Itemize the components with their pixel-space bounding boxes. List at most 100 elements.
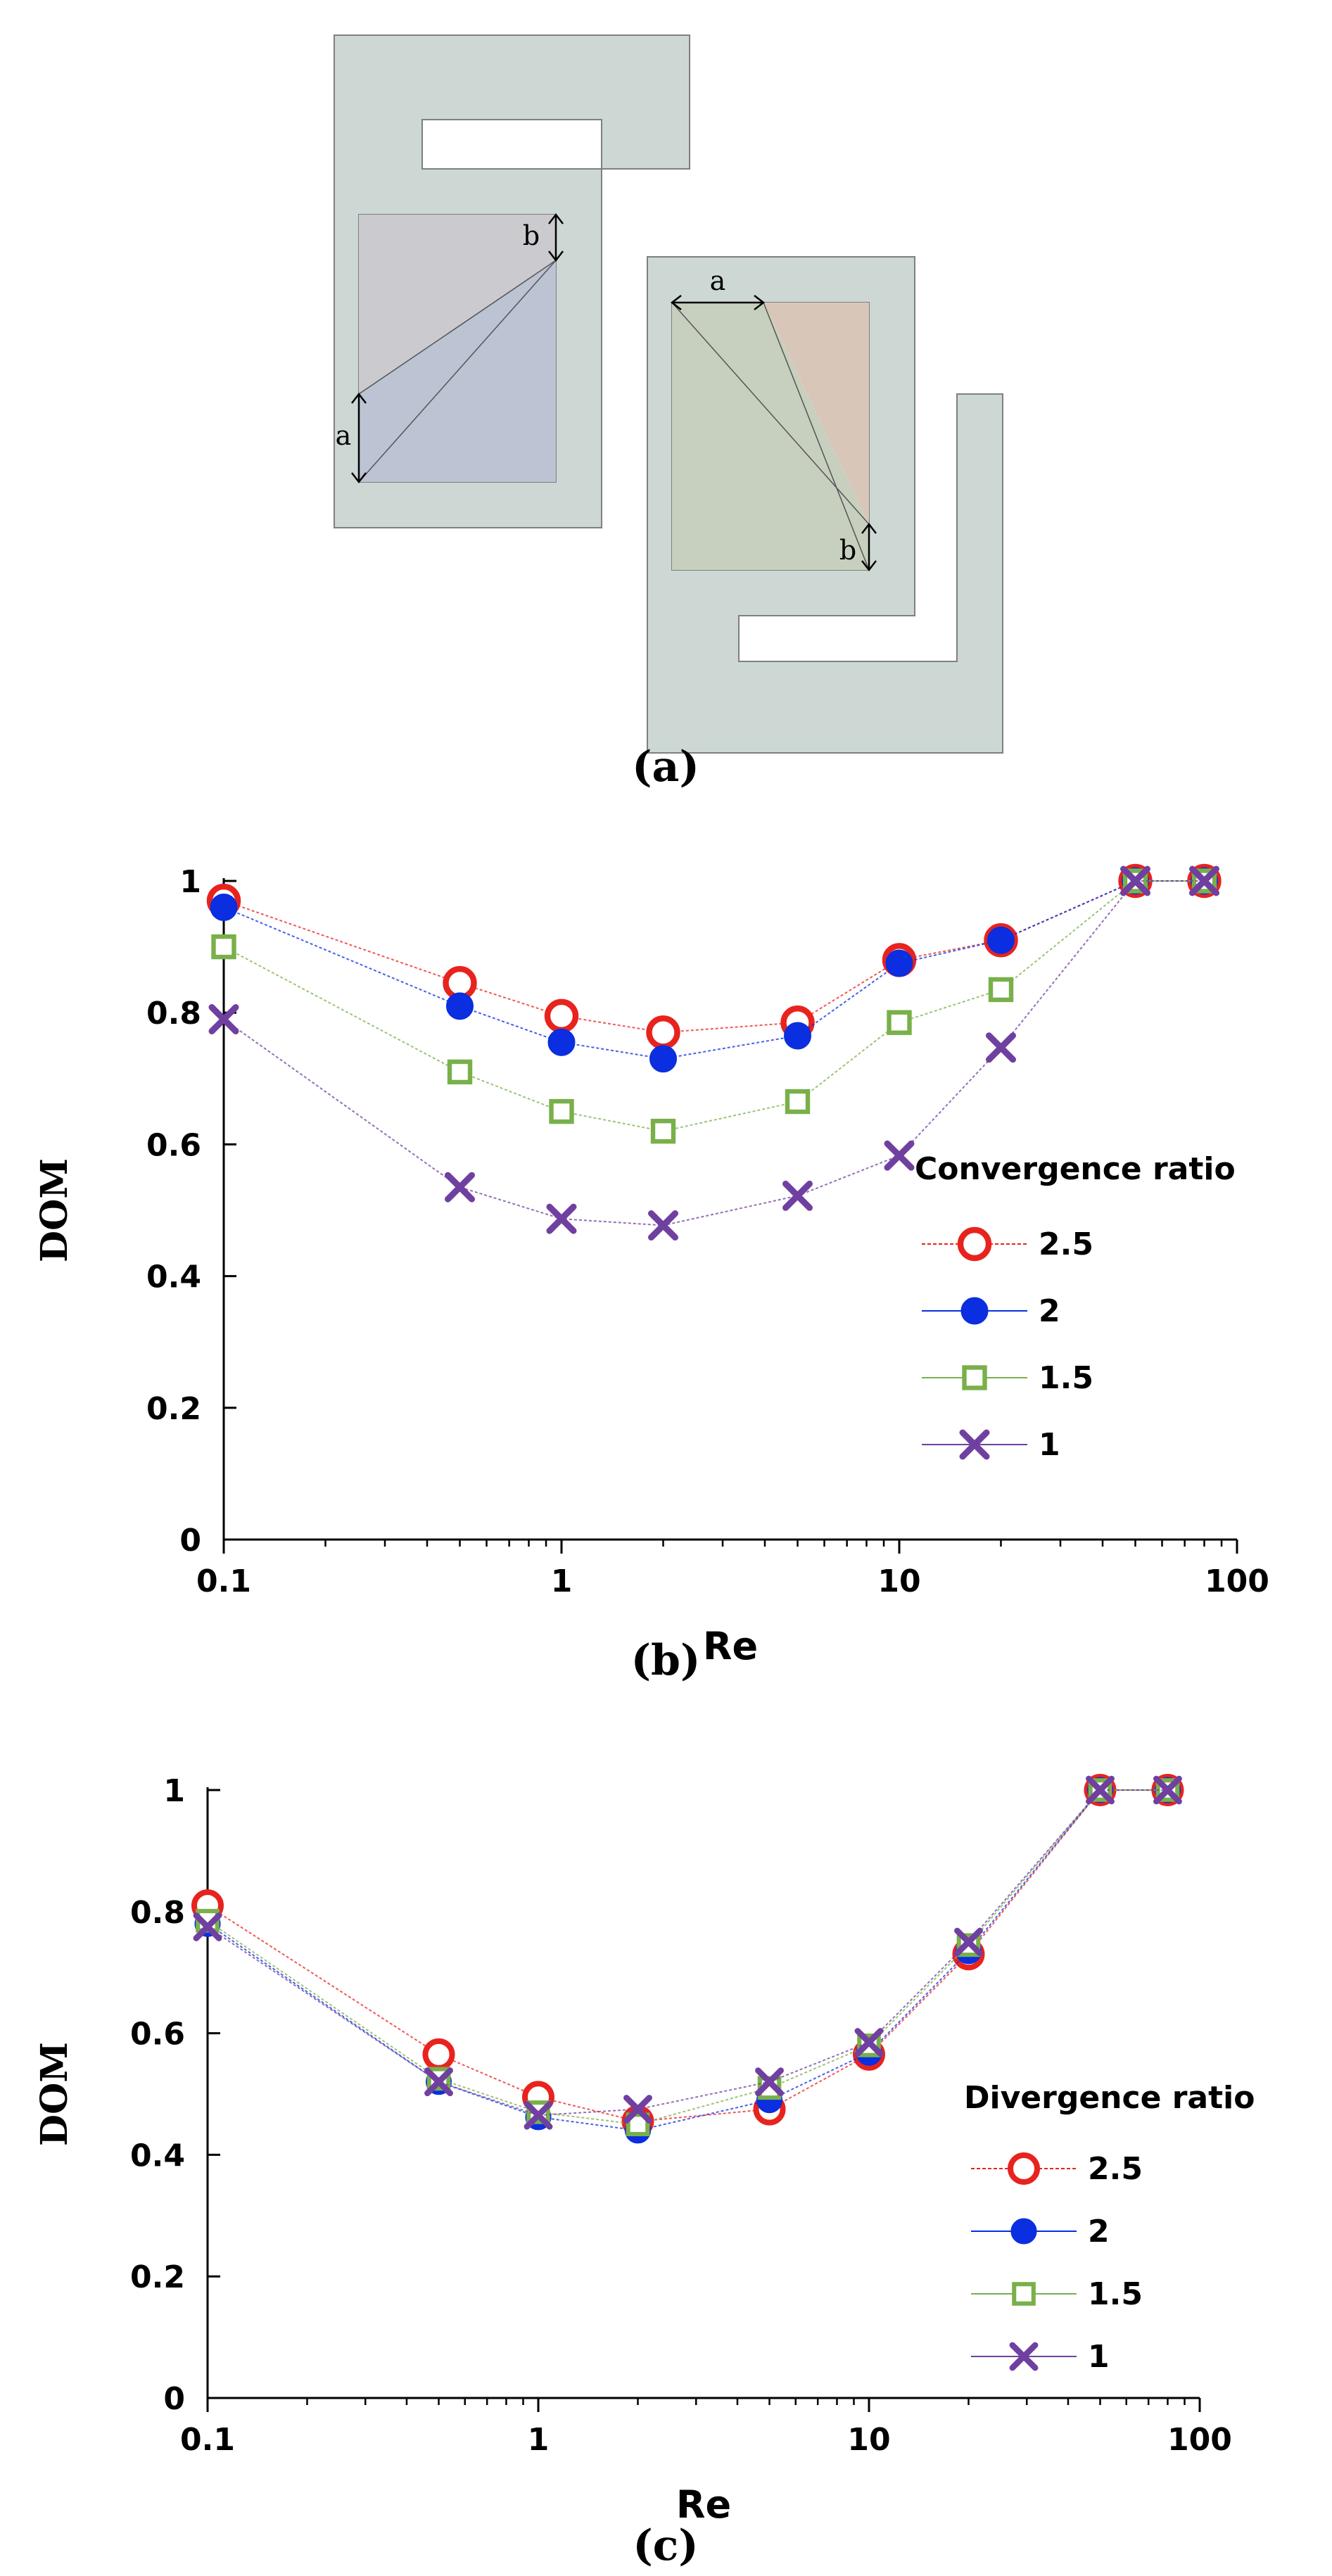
data-point-stroke-2 [884, 1140, 915, 1171]
series-line [223, 880, 1205, 1060]
legend-marker-stroke-2 [959, 1429, 990, 1460]
data-point-stroke-2 [424, 2067, 453, 2097]
data-point [623, 2095, 652, 2124]
x-axis-label: Re [676, 2482, 731, 2527]
data-point [954, 1927, 983, 1957]
data-point [210, 893, 238, 921]
data-point-stroke-2 [1086, 1775, 1115, 1805]
y-tick-label: 1 [179, 864, 201, 900]
data-point [1120, 865, 1151, 896]
data-point [208, 1004, 239, 1035]
data-point [884, 1140, 915, 1171]
data-point [211, 934, 236, 960]
data-point [544, 998, 579, 1034]
y-tick-label: 0 [179, 1523, 201, 1559]
data-point-stroke-2 [782, 1180, 813, 1211]
legend-label: 1 [1088, 2339, 1110, 2375]
y-tick-label: 0.8 [146, 996, 201, 1032]
data-point [193, 1912, 222, 1941]
legend-marker [1008, 2152, 1040, 2185]
series-line [207, 1789, 1168, 2126]
data-point [987, 926, 1015, 954]
y-tick-label: 0.8 [130, 1895, 185, 1931]
right-left-triangle [672, 303, 869, 570]
y-tick-label: 0.6 [130, 2017, 185, 2052]
data-point [1153, 1775, 1182, 1805]
legend-label: 2 [1039, 1293, 1060, 1329]
data-point [782, 1180, 813, 1211]
divergence-ratio-chart: 0 0.2 0.4 0.6 0.8 1 0.1 1 10 100 Re DOM Divergence r… [33, 1773, 1255, 2570]
series-1 [193, 1775, 1182, 2130]
y-axis-label: DOM [33, 2042, 76, 2146]
y-tick-label: 0.2 [130, 2259, 185, 2295]
data-point-stroke-2 [1153, 1775, 1182, 1805]
data-point [988, 977, 1014, 1003]
data-point-stroke-2 [546, 1203, 577, 1234]
legend-title: Divergence ratio [964, 2080, 1255, 2116]
y-tick-label: 0.4 [130, 2138, 185, 2174]
data-point-stroke-2 [647, 1210, 678, 1241]
data-point-stroke-2 [1120, 865, 1151, 896]
caption: (c) [633, 2521, 698, 2570]
x-tick-label: 100 [1167, 2422, 1232, 2458]
legend-label: 1.5 [1088, 2276, 1143, 2312]
label-a-left: a [336, 420, 352, 451]
left-upper-triangle [359, 215, 556, 394]
data-point-stroke-2 [1188, 865, 1219, 896]
x-tick-label: 100 [1205, 1563, 1269, 1599]
panel-b: 0 0.2 0.4 0.6 0.8 1 0.1 1 10 100 Re DOM Convergence … [0, 795, 1332, 1689]
data-point-stroke-2 [954, 1927, 983, 1957]
legend-label: 2.5 [1039, 1226, 1093, 1262]
label-a-right: a [710, 265, 726, 296]
data-point [985, 1032, 1016, 1063]
data-point-stroke-2 [445, 1172, 476, 1203]
legend-label: 1 [1039, 1427, 1060, 1463]
y-tick-label: 0.6 [146, 1127, 201, 1163]
x-axis-label: Re [703, 1624, 758, 1668]
x-tick-label: 1 [551, 1563, 573, 1599]
data-point [854, 2028, 884, 2057]
data-point [1188, 865, 1219, 896]
y-tick-label: 0.4 [146, 1260, 201, 1295]
data-point-stroke-2 [193, 1912, 222, 1941]
data-point-stroke-2 [854, 2028, 884, 2057]
x-tick-label: 0.1 [196, 1563, 251, 1599]
data-point-stroke-2 [985, 1032, 1016, 1063]
data-point [445, 1172, 476, 1203]
mixer-geometry-diagram: b a a b (a) [334, 34, 1003, 792]
series-1 [208, 865, 1219, 1241]
legend-label: 2 [1088, 2214, 1110, 2250]
data-point [549, 1098, 574, 1124]
data-point [755, 2067, 784, 2097]
legend-marker [960, 1297, 989, 1325]
data-point-stroke-2 [755, 2067, 784, 2097]
data-point [650, 1118, 676, 1144]
legend-label: 1.5 [1039, 1360, 1093, 1396]
data-point [447, 1059, 473, 1085]
series-line [223, 880, 1205, 1034]
right-right-triangle [763, 303, 869, 524]
convergence-ratio-chart: 0 0.2 0.4 0.6 0.8 1 0.1 1 10 100 Re DOM Convergence … [33, 863, 1269, 1685]
data-point-stroke-2 [524, 2100, 553, 2130]
data-point [446, 992, 474, 1020]
data-point [885, 949, 913, 977]
x-tick-label: 0.1 [180, 2422, 235, 2458]
label-b-left: b [523, 220, 540, 251]
data-point-stroke-2 [208, 1004, 239, 1035]
series-2 [210, 867, 1218, 1073]
y-tick-label: 0 [163, 2381, 185, 2417]
x-tick-label: 10 [847, 2422, 890, 2458]
legend-marker [1012, 2282, 1036, 2306]
data-point [647, 1210, 678, 1241]
label-b-right: b [839, 535, 856, 566]
x-tick-label: 1 [528, 2422, 550, 2458]
y-tick-label: 0.2 [146, 1391, 201, 1427]
series-1.5 [211, 868, 1217, 1144]
dividing-lines [358, 260, 870, 571]
legend-marker [959, 1429, 990, 1460]
data-point [784, 1022, 812, 1050]
series-line [207, 1789, 1168, 2117]
panel-c: 0 0.2 0.4 0.6 0.8 1 0.1 1 10 100 Re DOM Divergence r… [0, 1689, 1332, 2576]
legend-marker-stroke-2 [1009, 2342, 1039, 2371]
data-point [646, 1015, 680, 1050]
